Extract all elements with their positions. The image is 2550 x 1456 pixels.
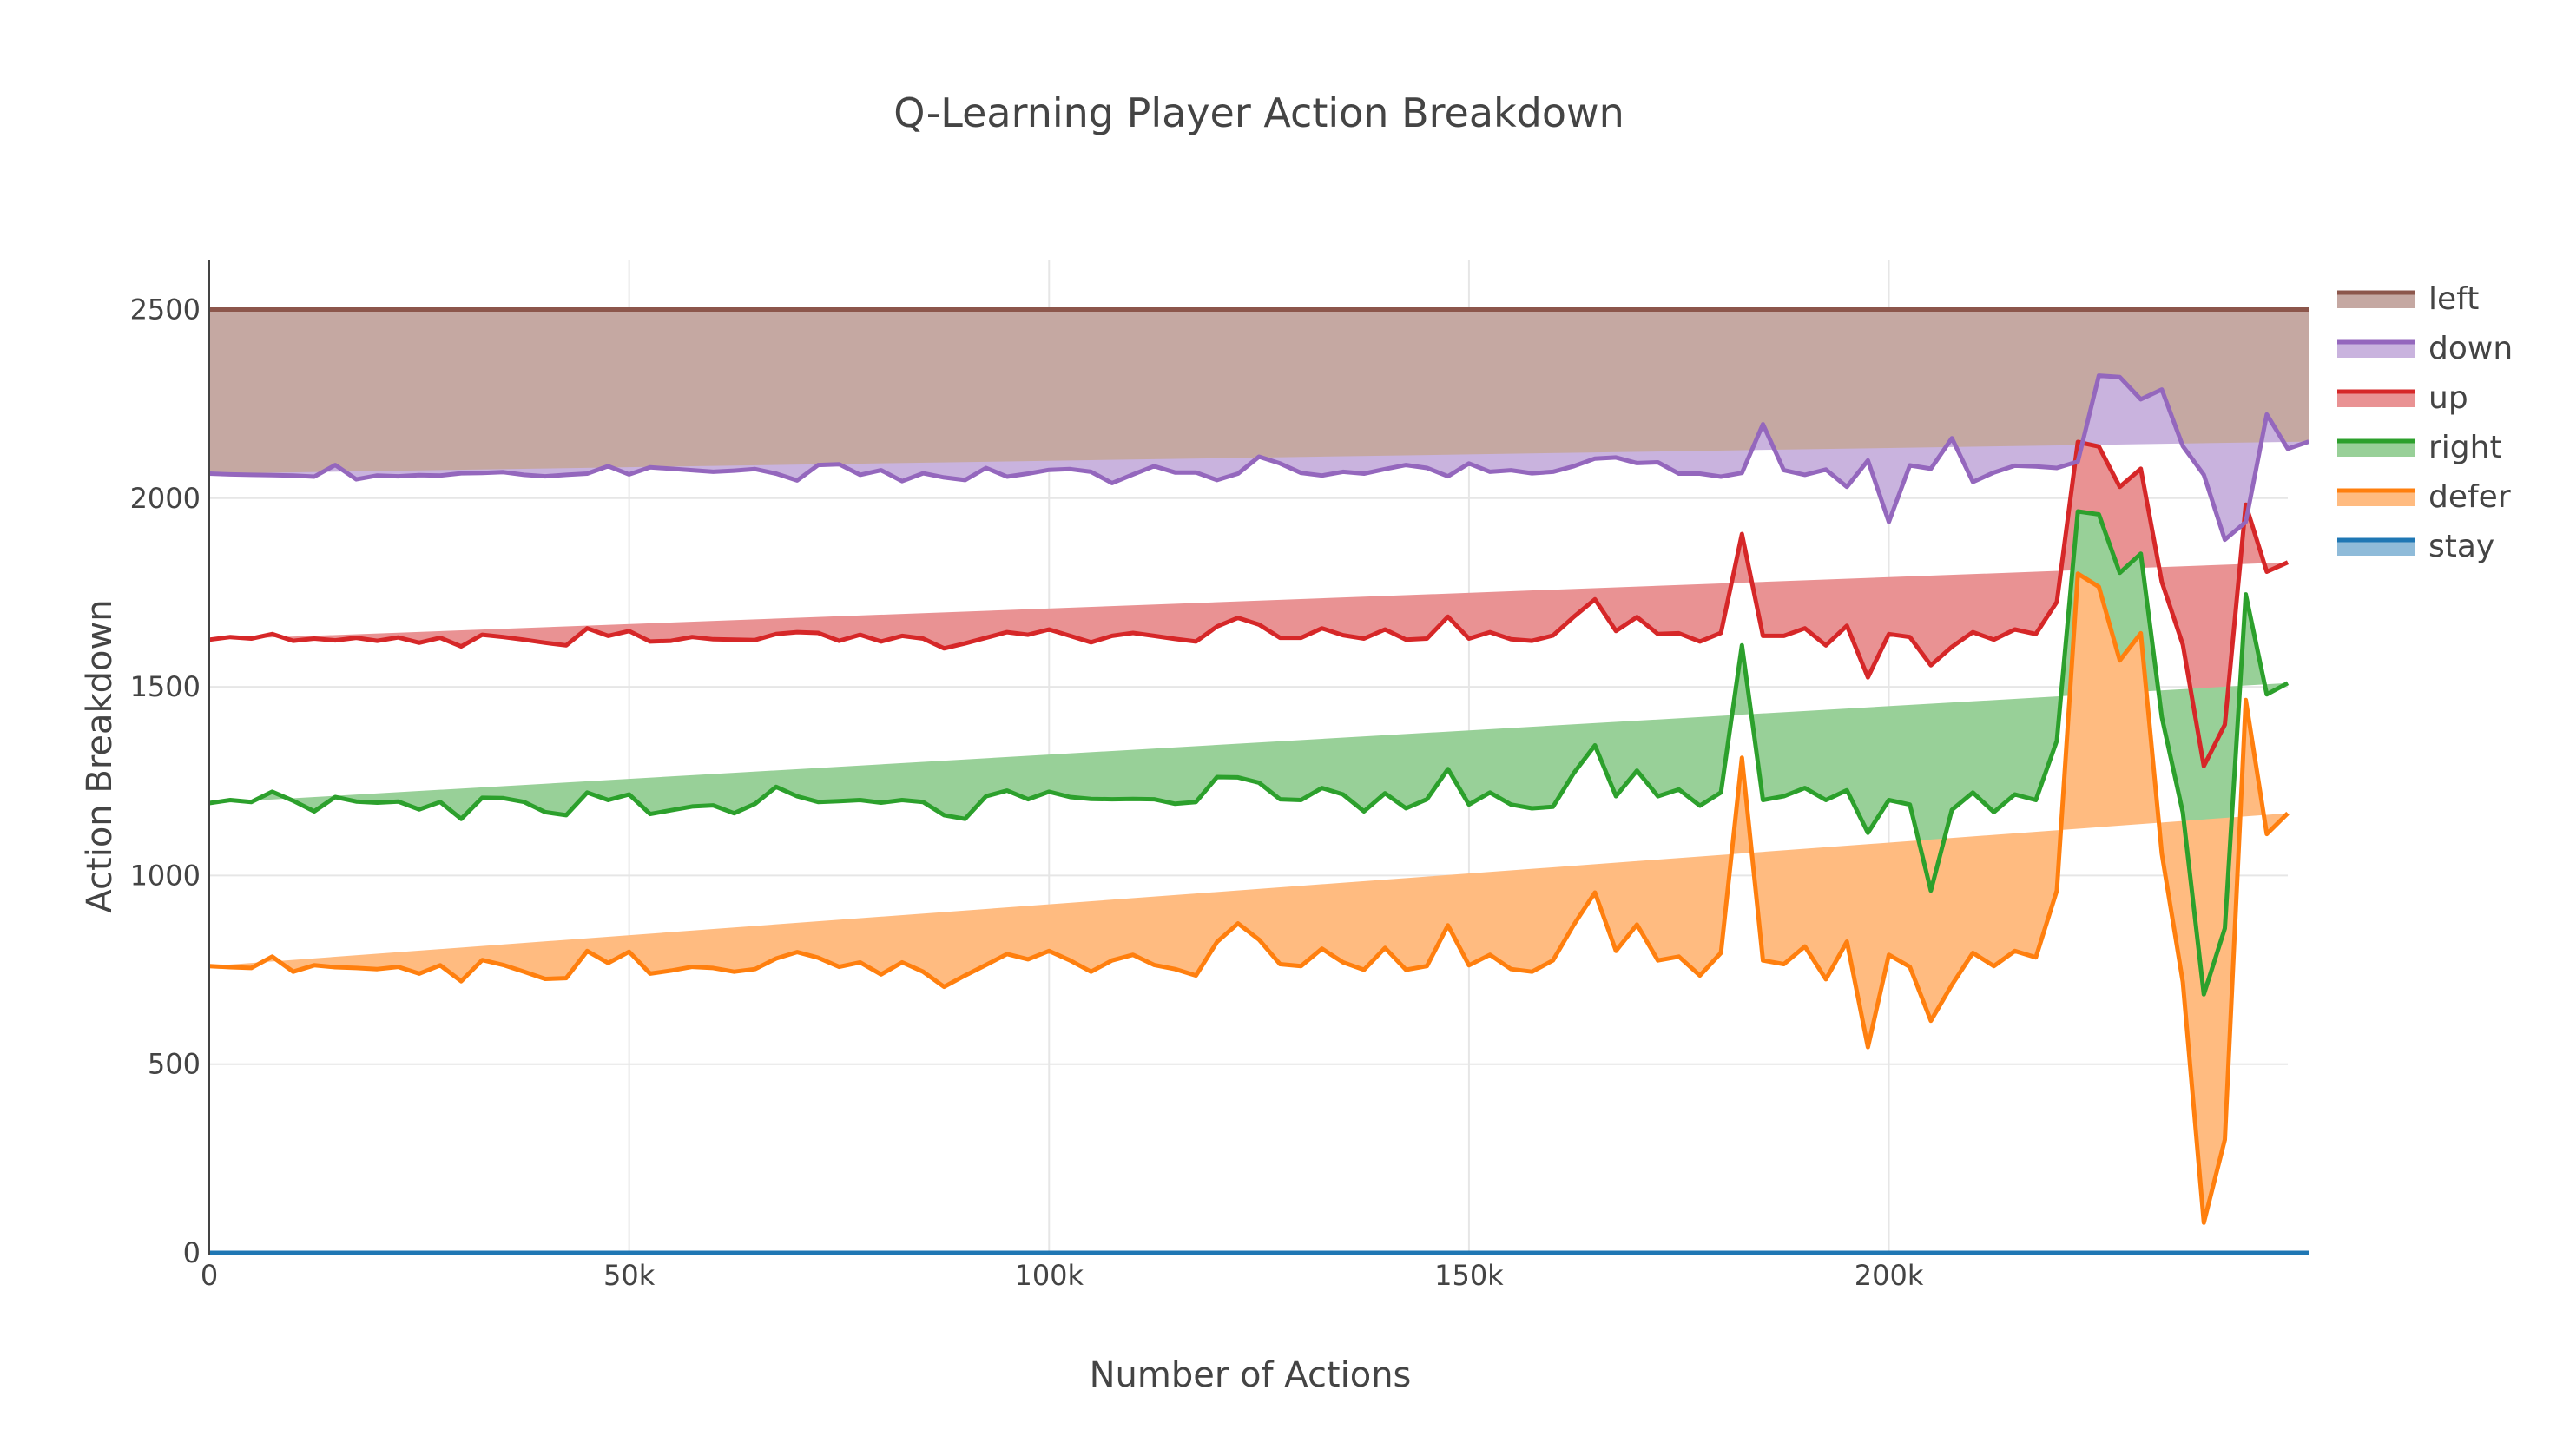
x-tick-label-2: 100k xyxy=(1014,1259,1084,1292)
area-up xyxy=(209,442,2288,767)
legend-label-stay: stay xyxy=(2428,529,2494,564)
legend-item-up[interactable]: up xyxy=(2337,380,2468,416)
legend-swatch-left xyxy=(2337,293,2415,308)
y-tick-label-3: 1500 xyxy=(130,670,201,703)
legend-item-left[interactable]: left xyxy=(2337,281,2479,317)
area-down xyxy=(209,375,2309,540)
legend-item-defer[interactable]: defer xyxy=(2337,479,2511,515)
y-tick-label-1: 500 xyxy=(148,1048,201,1081)
series-lines xyxy=(208,307,2310,1255)
legend-label-defer: defer xyxy=(2428,479,2511,515)
y-tick-label-0: 0 xyxy=(183,1236,201,1269)
line-up xyxy=(208,439,2290,768)
y-tick-label-5: 2500 xyxy=(130,293,201,326)
y-tick-label-4: 2000 xyxy=(130,482,201,515)
x-tick-label-0: 0 xyxy=(201,1259,218,1292)
legend-label-left: left xyxy=(2428,281,2479,317)
y-tick-label-2: 1000 xyxy=(130,859,201,892)
y-axis-title: Action Breakdown xyxy=(80,599,120,912)
legend: left down up right defer stay xyxy=(2337,281,2513,564)
area-fills xyxy=(209,309,2309,1223)
area-defer xyxy=(209,573,2288,1223)
legend-item-stay[interactable]: stay xyxy=(2337,529,2494,564)
chart-title: Q-Learning Player Action Breakdown xyxy=(893,89,1624,136)
area-right xyxy=(209,511,2288,995)
legend-item-right[interactable]: right xyxy=(2337,430,2502,465)
line-right xyxy=(208,509,2290,997)
legend-label-right: right xyxy=(2428,430,2502,465)
legend-swatch-right xyxy=(2337,441,2415,457)
legend-swatch-stay xyxy=(2337,540,2415,556)
x-tick-label-3: 150k xyxy=(1434,1259,1504,1292)
x-tick-label-1: 50k xyxy=(603,1259,656,1292)
line-down xyxy=(208,373,2310,543)
line-defer xyxy=(208,571,2290,1225)
legend-swatch-defer xyxy=(2337,491,2415,506)
x-tick-label-4: 200k xyxy=(1855,1259,1924,1292)
legend-label-down: down xyxy=(2428,331,2513,366)
tick-labels: 0 500 1000 1500 2000 2500 0 50k 100k 150k 200k xyxy=(130,293,1924,1292)
legend-item-down[interactable]: down xyxy=(2337,331,2513,366)
legend-swatch-down xyxy=(2337,342,2415,358)
legend-swatch-up xyxy=(2337,392,2415,407)
legend-label-up: up xyxy=(2428,380,2468,416)
area-left xyxy=(209,309,2309,540)
x-axis-title: Number of Actions xyxy=(1090,1355,1412,1395)
